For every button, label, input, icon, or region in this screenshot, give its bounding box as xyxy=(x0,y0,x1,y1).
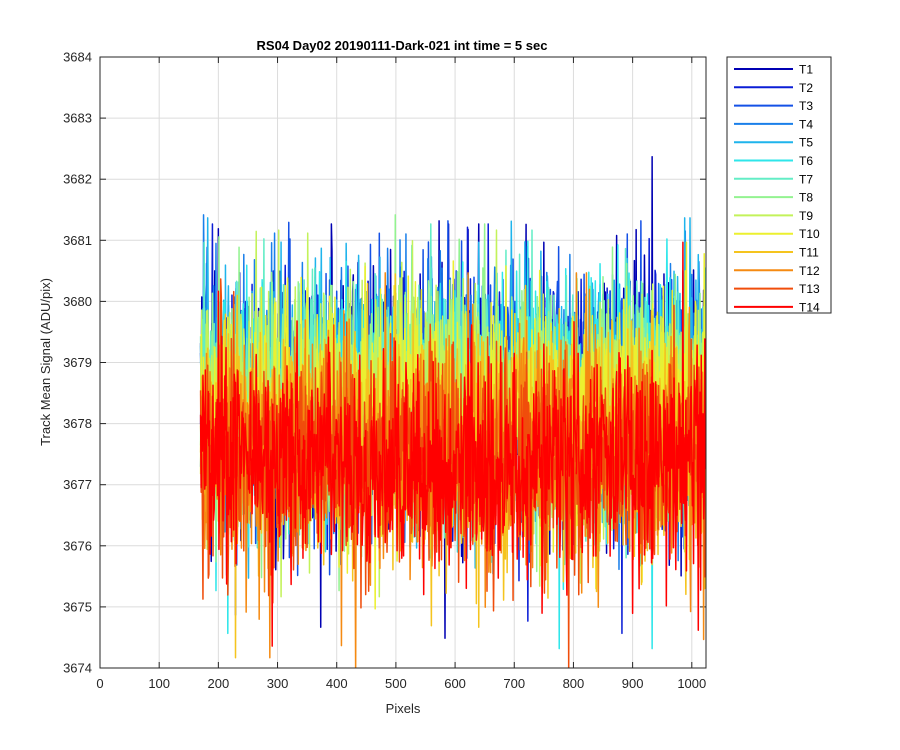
legend-entry-t11: T11 xyxy=(734,246,819,260)
legend-label: T8 xyxy=(799,191,813,205)
x-tick-label: 100 xyxy=(148,676,170,691)
y-axis-label: Track Mean Signal (ADU/pix) xyxy=(38,278,53,446)
legend: T1 T2 T3 T4 T5 T6 T7 T8 T9 T10 T11 T12 T13 T14 xyxy=(726,56,832,314)
legend-entry-t4: T4 xyxy=(734,117,813,131)
legend-entry-t7: T7 xyxy=(734,172,813,186)
legend-label: T12 xyxy=(799,264,820,278)
y-tick-label: 3676 xyxy=(63,538,92,553)
legend-entry-t12: T12 xyxy=(734,264,820,278)
y-tick-label: 3680 xyxy=(63,294,92,309)
legend-label: T11 xyxy=(799,246,819,260)
legend-label: T6 xyxy=(799,154,813,168)
legend-entry-t1: T1 xyxy=(734,63,813,77)
legend-label: T10 xyxy=(799,227,820,241)
legend-entry-t9: T9 xyxy=(734,209,813,223)
x-tick-label: 1000 xyxy=(677,676,706,691)
series-lines xyxy=(199,156,706,668)
legend-entry-t8: T8 xyxy=(734,191,813,205)
y-tick-label: 3675 xyxy=(63,599,92,614)
plot-frame xyxy=(99,56,707,669)
x-tick-label: 300 xyxy=(267,676,289,691)
legend-label: T9 xyxy=(799,209,813,223)
legend-entry-t5: T5 xyxy=(734,136,813,150)
legend-entry-t13: T13 xyxy=(734,282,820,296)
tick-labels: 0 100 200 300 400 500 600 700 800 900 1000 3674 3675… xyxy=(63,50,706,692)
x-axis-label: Pixels xyxy=(386,701,421,716)
x-tick-label: 600 xyxy=(444,676,466,691)
x-tick-label: 700 xyxy=(503,676,525,691)
y-tick-label: 3682 xyxy=(63,172,92,187)
x-tick-label: 800 xyxy=(563,676,585,691)
y-tick-label: 3674 xyxy=(63,661,92,676)
x-tick-label: 0 xyxy=(96,676,103,691)
legend-label: T1 xyxy=(799,63,813,77)
y-tick-label: 3677 xyxy=(63,477,92,492)
x-tick-label: 900 xyxy=(622,676,644,691)
y-tick-label: 3681 xyxy=(63,233,92,248)
x-tick-label: 400 xyxy=(326,676,348,691)
y-tick-label: 3679 xyxy=(63,355,92,370)
plot-axes: 0 100 200 300 400 500 600 700 800 900 1000 3674 3675… xyxy=(63,50,707,692)
y-tick-label: 3683 xyxy=(63,111,92,126)
legend-label: T2 xyxy=(799,81,813,95)
legend-entry-t3: T3 xyxy=(734,99,813,113)
legend-label: T5 xyxy=(799,136,813,150)
legend-label: T13 xyxy=(799,282,820,296)
series-line-t14 xyxy=(199,241,706,647)
legend-entry-t2: T2 xyxy=(734,81,813,95)
x-tick-label: 200 xyxy=(208,676,230,691)
x-tick-label: 500 xyxy=(385,676,407,691)
legend-entry-t10: T10 xyxy=(734,227,820,241)
legend-label: T7 xyxy=(799,172,813,186)
y-tick-label: 3684 xyxy=(63,50,92,65)
legend-label: T3 xyxy=(799,99,813,113)
y-tick-label: 3678 xyxy=(63,416,92,431)
legend-label: T4 xyxy=(799,117,813,131)
chart-title: RS04 Day02 20190111-Dark-021 int time = … xyxy=(257,38,548,53)
legend-label: T14 xyxy=(799,300,820,314)
legend-entry-t14: T14 xyxy=(734,300,820,314)
legend-entry-t6: T6 xyxy=(734,154,813,168)
